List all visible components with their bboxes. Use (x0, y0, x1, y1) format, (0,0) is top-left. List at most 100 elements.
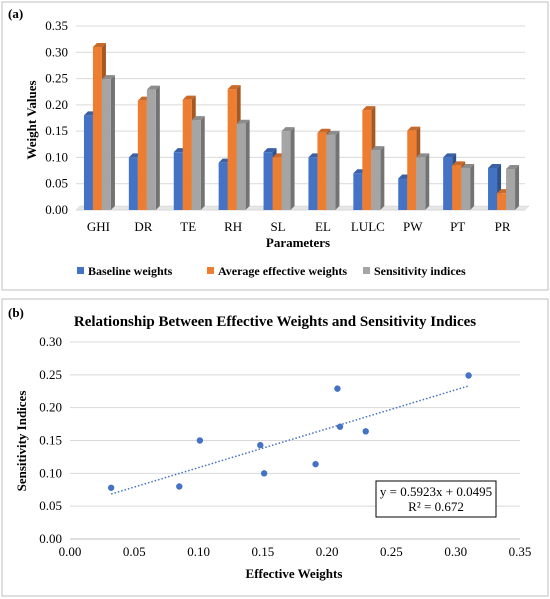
panel-b-label: (b) (8, 305, 24, 320)
bar (227, 89, 237, 210)
bar-top (371, 146, 385, 151)
bar-y-tick-label: 0.00 (45, 202, 68, 217)
bar-side (110, 75, 115, 211)
legend-swatch (77, 267, 84, 274)
scatter-x-axis-title: Effective Weights (246, 566, 343, 581)
bar-top (236, 119, 250, 124)
legend-swatch (207, 267, 214, 274)
trendline-equation: y = 0.5923x + 0.0495 (380, 484, 492, 499)
scatter-point (107, 484, 115, 491)
bar-legend: Baseline weights Average effective weight… (77, 264, 466, 278)
bar (398, 178, 408, 210)
bar-top (443, 153, 457, 158)
scatter-x-tick-label: 0.35 (509, 544, 532, 559)
legend-entry: Baseline weights (88, 264, 173, 278)
bar-side (335, 130, 340, 210)
bar-top (362, 106, 376, 111)
scatter-y-tick-label: 0.25 (39, 367, 62, 382)
scatter-y-tick-label: 0.20 (39, 400, 62, 415)
scatter-x-tick-label: 0.05 (123, 544, 146, 559)
bar-top (227, 85, 241, 90)
bar (173, 152, 183, 210)
bar-y-tick-label: 0.10 (45, 149, 68, 164)
bar-top (92, 43, 106, 48)
bar-y-tick-label: 0.25 (45, 71, 68, 86)
scatter-x-tick-label: 0.10 (187, 544, 210, 559)
bar (182, 99, 192, 210)
trendline (110, 385, 469, 495)
bar (461, 167, 471, 210)
bar-y-axis-title: Weight Values (24, 80, 39, 159)
scatter-y-tick-label: 0.00 (39, 531, 62, 546)
bar-top (101, 75, 115, 80)
bar-side (470, 163, 475, 210)
bar (506, 168, 516, 210)
bar-top (281, 127, 295, 132)
bar (371, 150, 381, 210)
bar-top (263, 148, 277, 153)
scatter-y-tick-label: 0.10 (39, 465, 62, 480)
bar-top (146, 85, 160, 90)
bar (92, 47, 102, 211)
trendline-equation-box: y = 0.5923x + 0.0495 R² = 0.672 (375, 480, 497, 518)
bar-side (425, 153, 430, 210)
scatter-point (465, 372, 472, 379)
bar-top (506, 164, 520, 169)
bar-x-tick-label: EL (315, 219, 331, 234)
bar-y-tick-label: 0.05 (45, 176, 68, 191)
bar (128, 157, 138, 210)
scatter-title: Relationship Between Effective Weights a… (74, 314, 476, 330)
bar-side (155, 85, 160, 210)
r-squared-label: R² = 0.672 (408, 499, 464, 514)
scatter-x-tick-label: 0.20 (316, 544, 339, 559)
bar (416, 157, 426, 210)
bar (218, 162, 228, 210)
bar-top (452, 161, 466, 166)
bar (236, 123, 246, 210)
panel-b-frame (1, 298, 549, 597)
bar-x-tick-label: PT (450, 219, 465, 234)
bar (362, 110, 372, 210)
equation-box-frame (375, 480, 497, 518)
bar (191, 120, 201, 210)
bar-y-tick-label: 0.35 (45, 18, 68, 33)
legend-swatch (363, 267, 370, 274)
scatter-point (362, 428, 369, 435)
bar-x-tick-label: LULC (351, 219, 385, 234)
bar-x-tick-label: DR (134, 219, 152, 234)
bar (272, 157, 282, 210)
bar-side (515, 164, 520, 210)
scatter-y-tick-label: 0.15 (39, 433, 62, 448)
panel-a-label: (a) (8, 6, 23, 21)
bar-top (488, 163, 502, 168)
bar (326, 134, 336, 210)
bar-side (200, 116, 205, 210)
bar (317, 132, 327, 210)
scatter-x-tick-label: 0.25 (380, 544, 403, 559)
scatter-x-tick-label: 0.15 (251, 544, 274, 559)
bar (443, 157, 453, 210)
bar-x-axis-title: Parameters (266, 235, 330, 250)
scatter-point (176, 483, 183, 490)
scatter-y-tick-label: 0.05 (39, 498, 62, 513)
bar-x-tick-label: PW (403, 219, 423, 234)
bar-x-tick-label: TE (180, 219, 196, 234)
bar (101, 79, 111, 211)
bar-x-tick-label: RH (224, 219, 242, 234)
scatter-y-tick-label: 0.30 (39, 334, 62, 349)
scatter-point (196, 437, 204, 444)
scatter-x-tick-label: 0.00 (59, 544, 82, 559)
bar-x-tick-label: SL (270, 219, 285, 234)
bar-side (245, 119, 250, 210)
scatter-x-tick-label: 0.30 (444, 544, 467, 559)
legend-entry: Sensitivity indices (374, 264, 466, 278)
bar-y-tick-label: 0.15 (45, 123, 68, 138)
bar (308, 157, 318, 210)
bar (281, 131, 291, 210)
bar-top (191, 116, 205, 121)
bar (488, 167, 498, 210)
bar-top (182, 95, 196, 100)
bar (83, 115, 93, 210)
bar (407, 130, 417, 210)
